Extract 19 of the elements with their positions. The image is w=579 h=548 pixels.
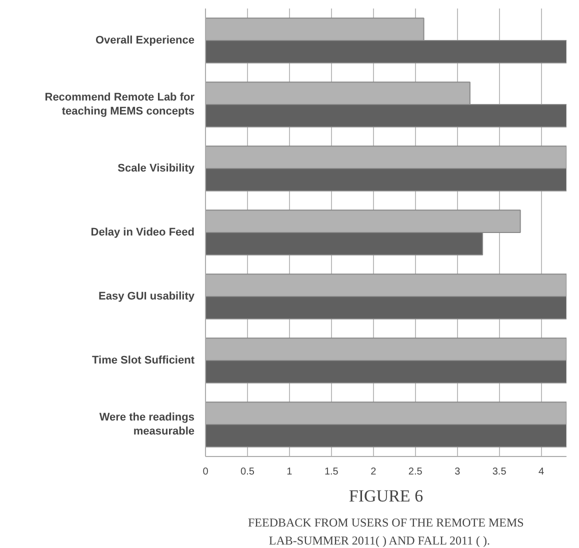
x-tick-label: 4 [538, 466, 545, 478]
y-tick-label: Recommend Remote Lab for teaching MEMS concepts [44, 91, 196, 118]
x-tick-label: 1.5 [324, 466, 339, 478]
text: FEEDBACK FROM USERS OF THE REMOTE MEMS [248, 516, 524, 530]
x-tick-label: 2.5 [408, 466, 423, 478]
x-tick-label: 1 [286, 466, 293, 478]
text: FIGURE 6 [348, 486, 424, 506]
x-tick-label: 3 [454, 466, 461, 478]
text: LAB-SUMMER 2011( ) AND FALL 2011 ( ). [268, 534, 490, 548]
y-tick-label: Scale Visibility [118, 162, 196, 174]
y-tick-label: Were the readings measurable [99, 411, 195, 438]
x-tick-label: 2 [370, 466, 377, 478]
x-tick-label: 0 [202, 466, 209, 478]
y-tick-label: Overall Experience [95, 34, 195, 46]
y-tick-label: Delay in Video Feed [90, 226, 195, 238]
y-tick-label: Time Slot Sufficient [92, 354, 195, 366]
x-tick-label: 3.5 [492, 466, 507, 478]
y-tick-label: Easy GUI usability [98, 290, 196, 302]
x-tick-label: 0.5 [240, 466, 255, 478]
